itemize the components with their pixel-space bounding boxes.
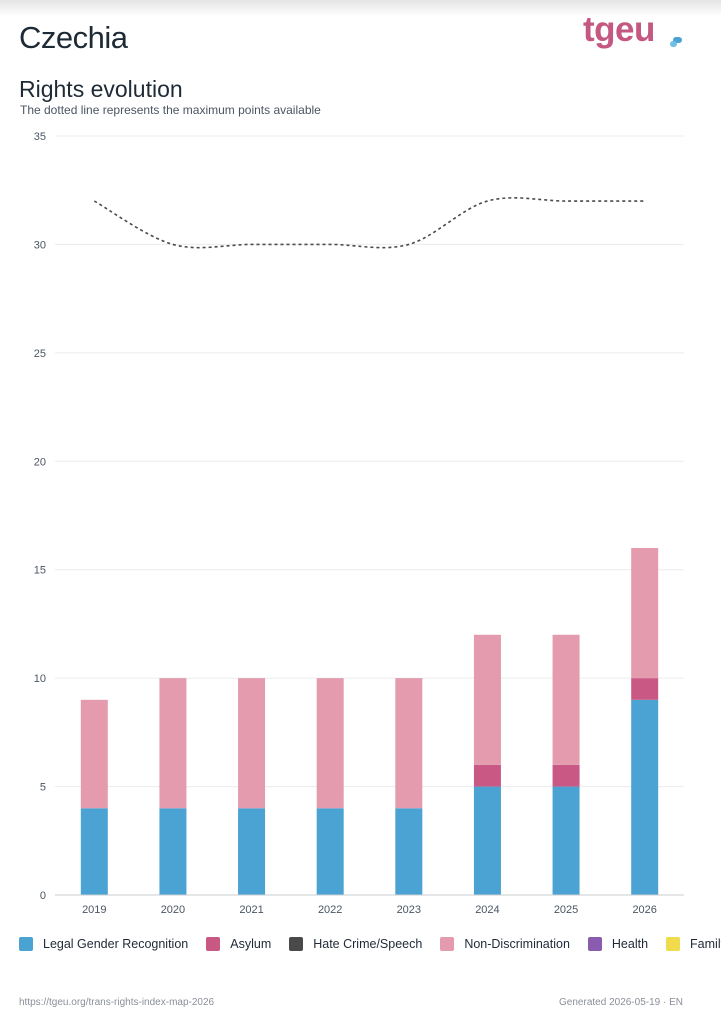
x-tick-label: 2021 bbox=[239, 904, 263, 916]
bar-legal-gender-recognition-2022 bbox=[316, 808, 344, 895]
bar-non-discrimination-2024 bbox=[473, 634, 501, 765]
chart-legend: Legal Gender Recognition Asylum Hate Crime… bbox=[19, 937, 721, 951]
footer-url[interactable]: https://tgeu.org/trans-rights-index-map-… bbox=[19, 997, 215, 1008]
bar-legal-gender-recognition-2025 bbox=[552, 786, 580, 895]
max-points-line bbox=[93, 197, 645, 249]
legend-swatch bbox=[206, 937, 221, 951]
x-tick-label: 2023 bbox=[397, 904, 421, 916]
legend-swatch bbox=[587, 937, 602, 951]
legend-label: Hate Crime/Speech bbox=[313, 937, 423, 951]
y-tick-label: 5 bbox=[40, 782, 46, 794]
legend-swatch bbox=[19, 937, 33, 951]
bar-non-discrimination-2025 bbox=[552, 634, 580, 765]
legend-item-non-discrimination[interactable]: Non-Discrimination bbox=[440, 937, 570, 951]
y-tick-label: 0 bbox=[40, 890, 46, 902]
y-tick-label: 35 bbox=[34, 131, 46, 143]
y-tick-label: 10 bbox=[34, 673, 46, 685]
legend-label: Legal Gender Recognition bbox=[43, 937, 189, 951]
bar-non-discrimination-2023 bbox=[395, 678, 423, 809]
section-subtitle: The dotted line represents the maximum p… bbox=[20, 103, 321, 117]
tgeu-logo-mark-icon bbox=[670, 37, 682, 47]
legend-item-hate-crime-speech[interactable]: Hate Crime/Speech bbox=[289, 937, 422, 951]
footer-generated: Generated 2026-05-19 · EN bbox=[559, 997, 683, 1008]
page-title: Czechia bbox=[19, 20, 128, 55]
y-tick-label: 15 bbox=[34, 565, 46, 577]
y-tick-label: 25 bbox=[34, 348, 46, 360]
legend-label: Asylum bbox=[230, 937, 272, 951]
bar-legal-gender-recognition-2023 bbox=[395, 808, 423, 895]
legend-swatch bbox=[666, 937, 681, 951]
legend-swatch bbox=[440, 937, 455, 951]
legend-item-asylum[interactable]: Asylum bbox=[206, 937, 271, 951]
legend-label: Family bbox=[690, 937, 721, 951]
legend-swatch bbox=[289, 937, 304, 951]
x-tick-label: 2024 bbox=[475, 904, 499, 916]
legend-label: Non-Discrimination bbox=[464, 937, 570, 951]
bar-non-discrimination-2022 bbox=[316, 678, 344, 809]
bar-asylum-2025 bbox=[552, 764, 580, 787]
legend-item-legal-gender-recognition[interactable]: Legal Gender Recognition bbox=[19, 937, 188, 951]
bar-asylum-2024 bbox=[473, 764, 501, 787]
bar-non-discrimination-2019 bbox=[80, 699, 108, 809]
x-tick-label: 2025 bbox=[554, 904, 578, 916]
x-tick-label: 2020 bbox=[161, 904, 185, 916]
bar-legal-gender-recognition-2021 bbox=[238, 808, 266, 895]
x-tick-label: 2026 bbox=[632, 904, 656, 916]
bar-non-discrimination-2021 bbox=[238, 678, 266, 809]
bar-non-discrimination-2026 bbox=[631, 548, 659, 679]
bar-legal-gender-recognition-2019 bbox=[80, 808, 108, 895]
y-tick-label: 30 bbox=[34, 239, 46, 251]
bar-legal-gender-recognition-2026 bbox=[631, 699, 659, 895]
x-tick-label: 2019 bbox=[82, 904, 106, 916]
x-tick-label: 2022 bbox=[318, 904, 342, 916]
bar-asylum-2026 bbox=[631, 678, 659, 700]
bar-non-discrimination-2020 bbox=[159, 678, 187, 809]
y-tick-label: 20 bbox=[34, 456, 46, 468]
top-shadow bbox=[0, 0, 721, 16]
legend-item-family[interactable]: Family bbox=[666, 937, 721, 951]
legend-label: Health bbox=[611, 937, 649, 951]
tgeu-logo[interactable]: tgeu bbox=[583, 10, 655, 49]
section-title: Rights evolution bbox=[19, 76, 183, 102]
legend-item-health[interactable]: Health bbox=[587, 937, 649, 951]
bar-legal-gender-recognition-2020 bbox=[159, 808, 187, 895]
bar-legal-gender-recognition-2024 bbox=[473, 786, 501, 895]
